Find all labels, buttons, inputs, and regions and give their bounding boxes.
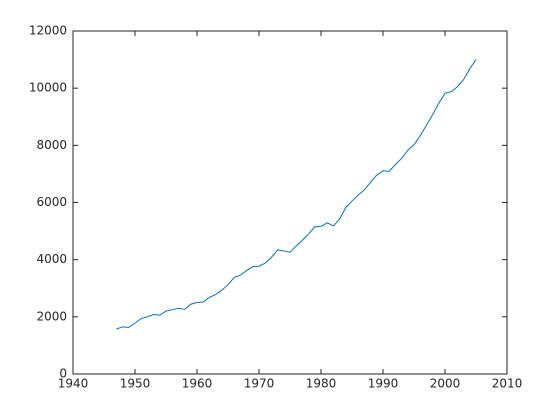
x-tick-label: 1940: [58, 377, 89, 391]
y-tick-label: 8000: [36, 138, 67, 152]
plot-area: [72, 30, 508, 375]
x-tick-label: 1960: [182, 377, 213, 391]
data-line: [116, 59, 477, 330]
y-tick-label: 0: [59, 367, 67, 381]
x-tick-label: 2010: [492, 377, 523, 391]
x-tick-label: 1990: [368, 377, 399, 391]
x-tick-label: 1970: [244, 377, 275, 391]
x-tick-label: 1950: [120, 377, 151, 391]
y-tick-label: 12000: [29, 24, 67, 38]
y-tick-label: 6000: [36, 195, 67, 209]
x-tick-label: 2000: [430, 377, 461, 391]
y-tick-label: 2000: [36, 309, 67, 323]
y-tick-label: 4000: [36, 252, 67, 266]
y-tick-label: 10000: [29, 81, 67, 95]
x-tick-label: 1980: [306, 377, 337, 391]
